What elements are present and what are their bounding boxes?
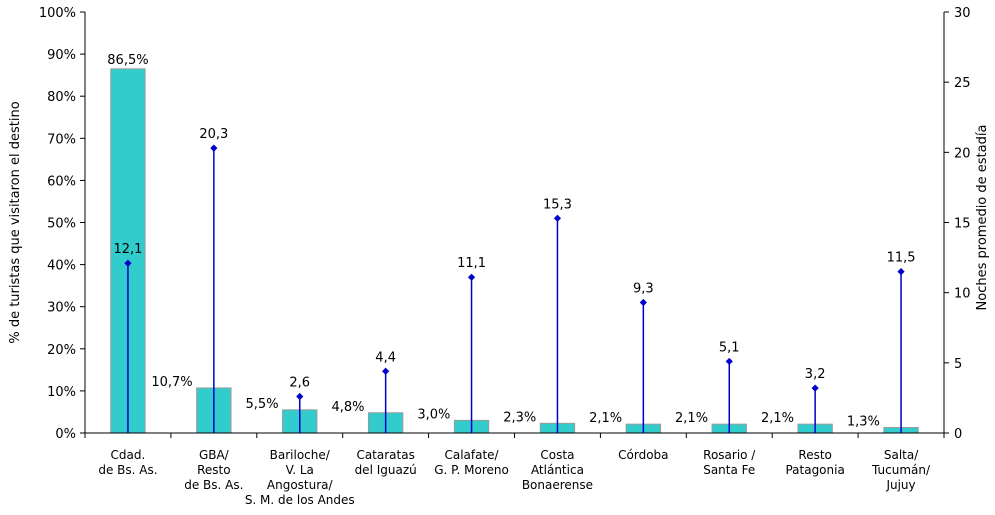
nights-marker: [639, 298, 647, 307]
nights-marker: [897, 268, 905, 276]
x-tick-label: Bariloche/V. La Angostura/S. M. de los An…: [245, 448, 355, 507]
x-tick-label-line: Rosario /: [703, 448, 756, 462]
x-tick-label-line: Patagonia: [785, 463, 844, 477]
y-tick-label-left: 50%: [47, 217, 76, 232]
nights-marker: [210, 144, 218, 152]
nights-value-label: 11,1: [457, 256, 486, 271]
x-tick-label: Resto Patagonia: [785, 448, 844, 477]
x-tick-label: Cdad. de Bs. As.: [98, 448, 157, 477]
nights-marker: [467, 273, 476, 281]
x-tick-label: Rosario / Santa Fe: [703, 448, 756, 477]
x-tick-label-line: Bariloche/: [270, 448, 331, 462]
y-tick-label-left: 80%: [47, 90, 76, 105]
x-tick-label-line: Cdad.: [111, 448, 146, 462]
y-tick-label-left: 10%: [47, 385, 76, 400]
nights-value-label: 9,3: [633, 281, 654, 296]
nights-marker: [553, 214, 562, 222]
y-tick-label-right: 20: [954, 146, 971, 161]
y-tick-label-left: 20%: [47, 343, 76, 358]
data-labels: 86,5% 10,7% 5,5% 4,8% 3,0% 2,3% 2,1% 2,1% 2,1% 1,…: [107, 53, 915, 430]
nights-value-label: 12,1: [113, 242, 142, 257]
x-tick-label: GBA/Resto de Bs. As.: [184, 448, 243, 492]
x-tick-label-line: GBA/: [199, 448, 230, 462]
x-tick-label-line: de Bs. As.: [184, 478, 243, 492]
bar-value-label: 3,0%: [417, 407, 450, 422]
x-tick-label-line: S. M. de los Andes: [245, 493, 355, 507]
bar-value-label: 2,1%: [761, 411, 794, 426]
y-axis-right-title: Noches promedio de estadía: [975, 125, 990, 311]
x-tick-label-line: Calafate/: [444, 448, 499, 462]
x-tick-label-line: Bonaerense: [522, 478, 593, 492]
y-tick-label-right: 0: [954, 427, 962, 442]
nights-value-label: 2,6: [289, 376, 310, 391]
x-tick-label-line: Costa: [540, 448, 574, 462]
x-tick-label-line: V. La: [286, 463, 314, 477]
nights-marker: [725, 357, 733, 366]
nights-value-label: 20,3: [199, 127, 228, 142]
y-tick-label-left: 30%: [47, 301, 76, 316]
x-tick-label-line: Santa Fe: [703, 463, 755, 477]
bar-value-label: 5,5%: [246, 397, 279, 412]
x-tick-label-line: Jujuy: [885, 478, 915, 492]
bar-value-label: 10,7%: [151, 375, 192, 390]
x-tick-label: Costa Atlántica Bonaerense: [522, 448, 593, 492]
x-tick-label: Córdoba: [618, 448, 668, 462]
bar-value-label: 1,3%: [847, 415, 880, 430]
x-tick-label-line: Cataratas: [356, 448, 414, 462]
y-tick-label-left: 40%: [47, 259, 76, 274]
y-tick-label-left: 90%: [47, 48, 76, 63]
x-tick-label-line: Tucumán/: [871, 463, 931, 477]
nights-series: [124, 144, 905, 433]
x-tick-label-line: de Bs. As.: [98, 463, 157, 477]
bar-value-label: 4,8%: [331, 400, 364, 415]
nights-value-label: 11,5: [887, 251, 916, 266]
bar-series: [110, 68, 919, 434]
nights-value-label: 5,1: [719, 340, 740, 355]
nights-marker: [811, 384, 819, 392]
x-tick-label-line: Resto: [798, 448, 831, 462]
y-tick-label-left: 60%: [47, 174, 76, 189]
x-tick-label: Salta/Tucumán/Jujuy: [871, 448, 931, 492]
x-tick-label-line: Córdoba: [618, 448, 668, 462]
nights-value-label: 3,2: [805, 367, 826, 382]
x-tick-label-line: Angostura/: [267, 478, 334, 492]
bar-value-label: 86,5%: [107, 53, 148, 68]
x-tick-label-line: del Iguazú: [355, 463, 417, 477]
x-tick-label: Calafate/G. P. Moreno: [434, 448, 509, 477]
y-tick-label-right: 30: [954, 6, 971, 21]
nights-marker: [124, 259, 132, 267]
y-tick-label-left: 0%: [55, 427, 76, 442]
nights-value-label: 15,3: [543, 197, 572, 212]
bar-value-label: 2,3%: [503, 410, 536, 425]
x-tick-label-line: Resto: [197, 463, 230, 477]
nights-marker: [296, 392, 304, 401]
x-tick-label-line: Atlántica: [531, 463, 584, 477]
nights-value-label: 4,4: [375, 350, 396, 365]
x-tick-label: Cataratas del Iguazú: [355, 448, 417, 477]
y-tick-label-right: 5: [954, 357, 962, 372]
bar-value-label: 2,1%: [675, 411, 708, 426]
axes: 0% 10% 20% 30% 40% 50% 60% 70% 80% 90% 100% 0 5 10 15 2…: [39, 6, 971, 507]
y-axis-left-title: % de turistas que visitaron el destino: [8, 101, 23, 343]
x-tick-label-line: Salta/: [884, 448, 919, 462]
y-tick-label-right: 25: [954, 76, 971, 91]
bar-value-label: 2,1%: [589, 411, 622, 426]
y-tick-label-right: 10: [954, 287, 971, 302]
nights-marker: [382, 367, 390, 375]
y-tick-label-left: 100%: [39, 6, 76, 21]
y-tick-label-left: 70%: [47, 132, 76, 147]
y-tick-label-right: 15: [954, 217, 971, 232]
x-tick-label-line: G. P. Moreno: [434, 463, 509, 477]
